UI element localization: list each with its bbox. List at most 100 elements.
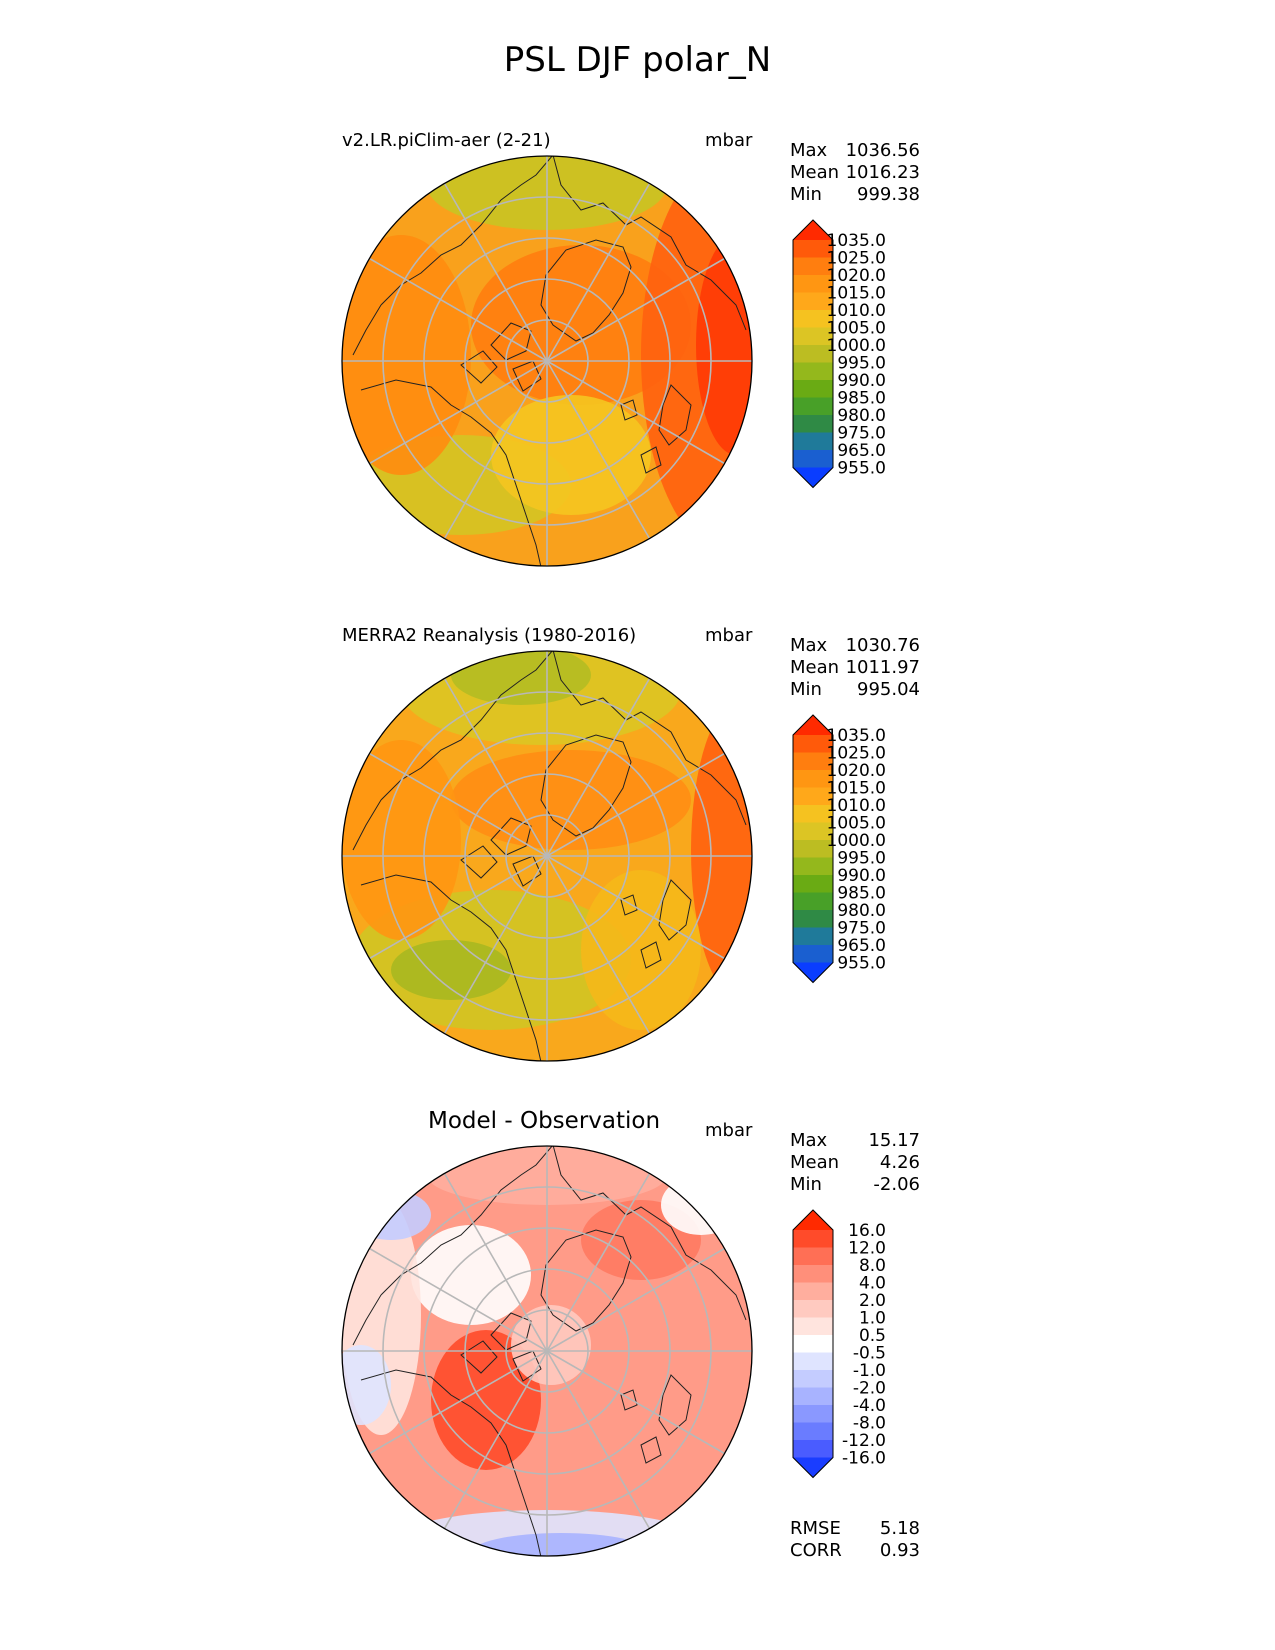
coastline [460,1340,498,1374]
polar-map [341,650,753,1062]
coastline [540,239,632,342]
panel-model: v2.LR.piClim-aer (2-21) mbar Max 1036.56 … [0,130,1275,590]
colorbar-tick-label: 955.0 [837,459,886,479]
footer-value: 0.93 [879,1540,920,1561]
meridian-line [369,257,548,362]
colorbar-tick-label: 1.0 [859,1309,886,1329]
stats-block: Max 15.17 Mean 4.26 Min -2.06 [790,1130,920,1196]
colorbar-tick-label: 1035.0 [827,231,886,251]
map-field [342,1146,752,1556]
colorbar-outline [792,714,834,984]
colorbar-tick-label: 995.0 [837,849,886,869]
colorbar-tick-label: 985.0 [837,389,886,409]
coastline [512,360,542,392]
colorbar-segment [793,240,833,258]
map-border [341,155,753,567]
colorbar-segment [793,840,833,858]
colorbar-extend-bottom [793,1457,833,1478]
coastline [620,399,638,421]
colorbar-segment [793,770,833,788]
coastline [512,855,542,887]
colorbar-segment [793,310,833,328]
coastline [658,384,692,446]
colorbar-tick-label: 1025.0 [827,744,886,764]
coastline [360,379,542,566]
coastline [552,651,747,826]
colorbar-tick-label: -8.0 [853,1414,886,1434]
colorbar-segment [793,1247,833,1266]
stat-value: 15.17 [868,1130,920,1151]
map-contour-region [491,395,651,515]
footer-value: 5.18 [879,1518,920,1539]
colorbar-tick-label: 8.0 [859,1256,886,1276]
units-label: mbar [705,130,753,151]
meridian-line [546,1350,651,1529]
colorbar-extend-top [793,715,833,735]
colorbar-segment [793,345,833,363]
colorbar-tick-label: 16.0 [848,1221,886,1241]
colorbar-tick-label: 2.0 [859,1291,886,1311]
colorbar-extend-top [793,1210,833,1230]
colorbar-tick-label: 980.0 [837,901,886,921]
meridian-line [369,360,548,465]
coastline [512,1350,542,1382]
stat-value: 1011.97 [845,657,920,678]
colorbar-segment [793,1370,833,1388]
footer-label: CORR [790,1540,842,1561]
coastline [540,734,632,837]
meridian-line [443,183,548,362]
meridian-line [443,1173,548,1352]
colorbar-segment [793,927,833,946]
map-field [342,651,752,1061]
colorbar-segment [793,945,833,963]
coastline [640,941,662,969]
map-contour-region [342,740,461,940]
colorbar-tick-label: 975.0 [837,424,886,444]
map-contour-region [411,1225,531,1325]
meridian-line [369,1247,548,1352]
coastline [640,1436,662,1464]
colorbar-tick-label: 955.0 [837,954,886,974]
meridian-line [546,752,725,857]
colorbar-tick-label: 980.0 [837,406,886,426]
colorbar-tick-label: 1025.0 [827,249,886,269]
meridian-line [369,855,548,960]
meridian-line [546,678,651,857]
coastline [620,1389,638,1411]
coastline [490,817,532,856]
panel-title: Model - Observation [428,1108,661,1134]
meridian-line [546,360,651,539]
map-contour-region [391,940,511,1000]
meridian-line [546,855,725,960]
stat-label: Mean [790,162,840,183]
colorbar-outline [792,1209,834,1479]
colorbar-tick-label: 995.0 [837,354,886,374]
colorbar-tick-label: 1010.0 [827,796,886,816]
colorbar-segment [793,362,833,381]
colorbar-tick-label: 990.0 [837,866,886,886]
colorbar-segment [793,432,833,451]
map-contour-region [661,1175,741,1235]
colorbar-segment [793,275,833,293]
meridian-line [546,257,725,362]
colorbar-outline [792,219,834,489]
meridian-line [443,855,548,1034]
stat-value: 4.26 [879,1152,920,1173]
colorbar-extend-top [793,220,833,240]
figure-title: PSL DJF polar_N [503,40,772,80]
colorbar-segment [793,1440,833,1458]
stat-value: 1016.23 [845,162,920,183]
map-border [341,650,753,1062]
colorbar-tick-label: 1000.0 [827,831,886,851]
coastline [552,156,747,331]
map-contour-region [691,700,752,1000]
colorbar-tick-label: 1035.0 [827,726,886,746]
colorbar-segment [793,822,833,841]
colorbar-segment [793,415,833,433]
units-label: mbar [705,1120,753,1141]
coastline [490,1312,532,1351]
map-field [342,156,752,566]
coastline [360,1369,542,1556]
panel-title: v2.LR.piClim-aer (2-21) [342,130,551,151]
colorbar-segment [793,1405,833,1423]
